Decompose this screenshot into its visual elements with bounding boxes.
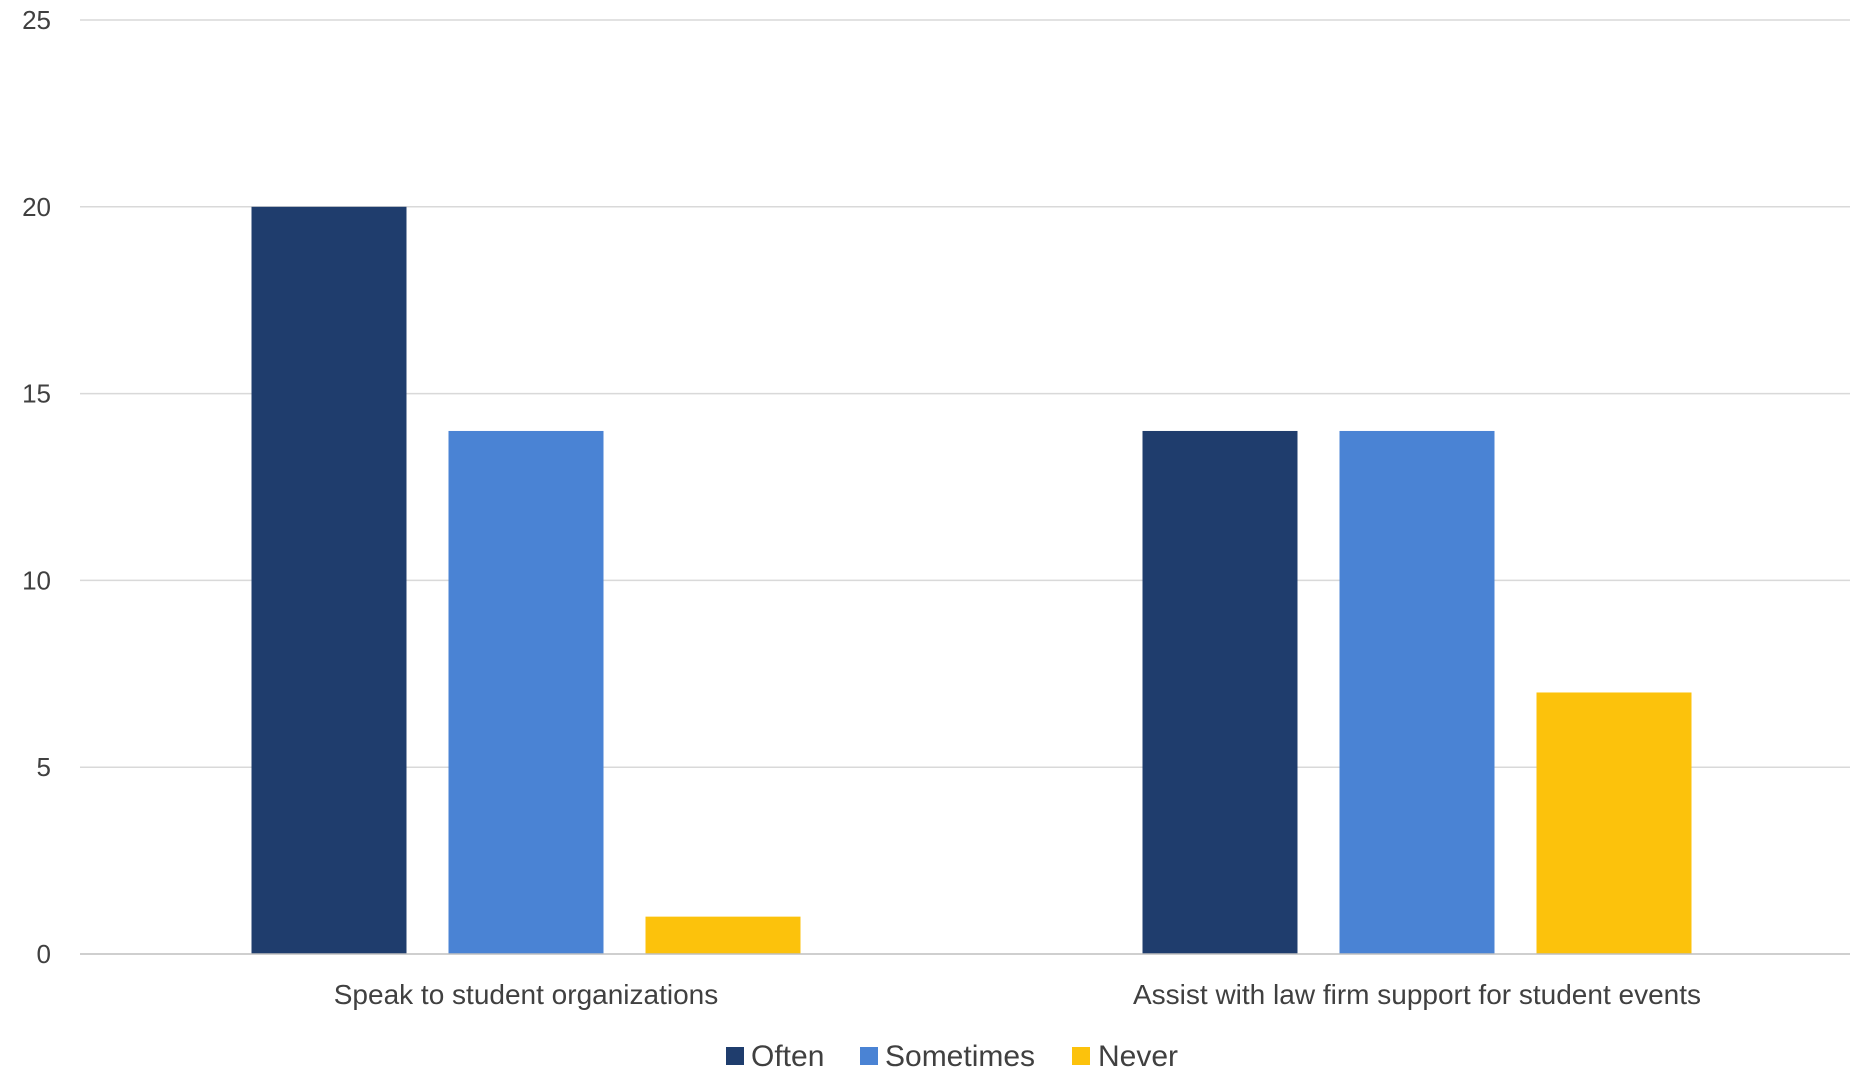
y-tick-label: 5: [37, 752, 51, 782]
y-tick-label: 10: [22, 565, 51, 595]
legend-swatch-never: [1072, 1047, 1090, 1065]
bars: [251, 206, 1692, 955]
bar-never: [645, 916, 801, 954]
legend-label-often: Often: [751, 1040, 824, 1071]
x-axis-category-labels: Speak to student organizations Assist wit…: [334, 979, 1701, 1010]
legend-swatch-sometimes: [860, 1047, 878, 1065]
legend-label-sometimes: Sometimes: [885, 1040, 1035, 1071]
y-tick-label: 20: [22, 192, 51, 222]
y-tick-label: 15: [22, 379, 51, 409]
y-axis-tick-labels: 0 5 10 15 20 25: [22, 5, 51, 969]
legend-swatch-often: [726, 1047, 744, 1065]
legend: Often Sometimes Never: [726, 1040, 1178, 1073]
bar-sometimes: [448, 430, 604, 955]
y-tick-label: 0: [37, 939, 51, 969]
x-category-label: Speak to student organizations: [334, 979, 718, 1010]
x-category-label: Assist with law firm support for student…: [1133, 979, 1701, 1010]
legend-label-never: Never: [1098, 1040, 1178, 1071]
bar-often: [1142, 430, 1298, 955]
bar-often: [251, 206, 407, 955]
bar-never: [1536, 692, 1692, 954]
bar-sometimes: [1339, 430, 1495, 955]
y-tick-label: 25: [22, 5, 51, 35]
